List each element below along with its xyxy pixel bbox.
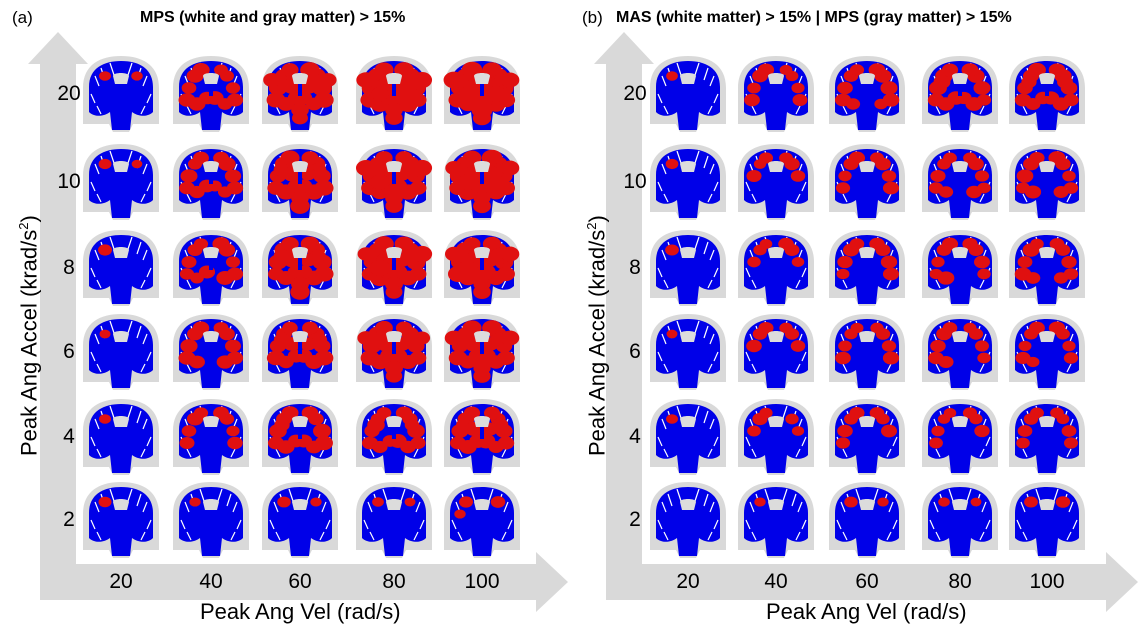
brain-coronal-slice [644,480,732,565]
x-tick-label: 40 [764,570,788,593]
brain-coronal-slice [1003,54,1091,139]
x-axis-label: Peak Ang Vel (rad/s) [766,599,967,624]
panel-letter: (b) [582,8,603,27]
y-tick-label: 2 [629,508,641,531]
brain-coronal-slice [77,54,165,139]
x-axis-arrow [40,552,568,612]
brain-coronal-slice [916,142,1004,227]
x-tick-label: 80 [948,570,972,593]
brain-coronal-slice [732,312,820,397]
brain-coronal-slice [823,312,911,397]
axis-arrows [594,32,1138,612]
brain-coronal-slice [438,480,526,565]
brain-coronal-slice [167,312,255,397]
brain-coronal-slice [823,480,911,565]
brain-coronal-slice [438,397,526,482]
brain-coronal-slice [1003,228,1091,313]
brain-coronal-slice [167,228,255,313]
y-tick-label: 4 [629,425,641,448]
brain-coronal-slice [916,228,1004,313]
brain-coronal-slice [644,142,732,227]
brain-coronal-slice [256,480,344,565]
y-axis-arrow [594,32,654,600]
brain-coronal-slice [823,228,911,313]
brain-coronal-slice [1003,480,1091,565]
brain-coronal-slice [77,480,165,565]
panel-title: MPS (white and gray matter) > 15% [140,9,406,26]
brain-coronal-slice [350,228,438,313]
brain-coronal-slice [77,228,165,313]
y-tick-label: 4 [63,425,75,448]
brain-coronal-slice [350,54,438,139]
x-tick-label: 40 [199,570,223,593]
brain-coronal-slice [256,54,344,139]
x-tick-label: 60 [288,570,312,593]
y-tick-label: 20 [623,82,647,105]
brain-coronal-slice [1003,397,1091,482]
brain-coronal-slice [916,480,1004,565]
y-tick-label: 8 [629,256,641,279]
brain-coronal-slice [77,312,165,397]
brain-coronal-slice [732,228,820,313]
brain-coronal-slice [256,228,344,313]
y-tick-label: 10 [57,170,81,193]
y-axis-label: Peak Ang Accel (krad/s2) [16,215,42,456]
x-tick-label: 100 [1029,570,1065,593]
brain-coronal-slice [350,142,438,227]
brain-coronal-slice [644,397,732,482]
brain-coronal-slice [644,54,732,139]
x-axis-label: Peak Ang Vel (rad/s) [200,599,401,624]
brain-coronal-slice [732,142,820,227]
brain-coronal-slice [1003,142,1091,227]
brain-coronal-slice [167,142,255,227]
brain-coronal-slice [256,142,344,227]
brain-coronal-slice [350,397,438,482]
panel-b: (b) MAS (white matter) > 15% | MPS (gray… [570,0,1140,644]
brain-coronal-slice [823,142,911,227]
panel-title: MAS (white matter) > 15% | MPS (gray mat… [616,9,1012,26]
x-tick-label: 20 [109,570,133,593]
brain-coronal-slice [167,480,255,565]
y-tick-label: 6 [629,340,641,363]
y-tick-label: 8 [63,256,75,279]
y-tick-label: 20 [57,82,81,105]
y-tick-label: 2 [63,508,75,531]
brain-coronal-slice [438,54,526,139]
y-axis-arrow [28,32,88,600]
brain-coronal-slice [438,142,526,227]
brain-coronal-slice [823,54,911,139]
x-tick-label: 60 [855,570,879,593]
y-tick-label: 6 [63,340,75,363]
brain-coronal-slice [644,228,732,313]
brain-coronal-slice [256,397,344,482]
brain-coronal-slice [167,54,255,139]
brain-coronal-slice [77,142,165,227]
brain-coronal-slice [916,312,1004,397]
brain-coronal-slice [438,228,526,313]
brain-coronal-slice [732,397,820,482]
brain-coronal-slice [916,397,1004,482]
brain-coronal-slice [1003,312,1091,397]
brain-coronal-slice [350,312,438,397]
y-axis-label: Peak Ang Accel (krad/s2) [584,215,610,456]
brain-coronal-slice [732,480,820,565]
x-tick-label: 100 [464,570,500,593]
y-tick-label: 10 [623,170,647,193]
panel-letter: (a) [12,8,33,27]
x-axis-arrow [606,552,1138,612]
brain-coronal-slice [732,54,820,139]
brain-coronal-slice [644,312,732,397]
brain-coronal-slice [916,54,1004,139]
brain-coronal-slice [77,397,165,482]
brain-coronal-slice [167,397,255,482]
x-tick-label: 80 [382,570,406,593]
x-tick-label: 20 [676,570,700,593]
brain-coronal-slice [350,480,438,565]
brain-coronal-slice [823,397,911,482]
panel-a: (a) MPS (white and gray matter) > 15% Pe… [12,8,568,624]
brain-coronal-slice [438,312,526,397]
axis-arrows [28,32,568,612]
brain-coronal-slice [256,312,344,397]
